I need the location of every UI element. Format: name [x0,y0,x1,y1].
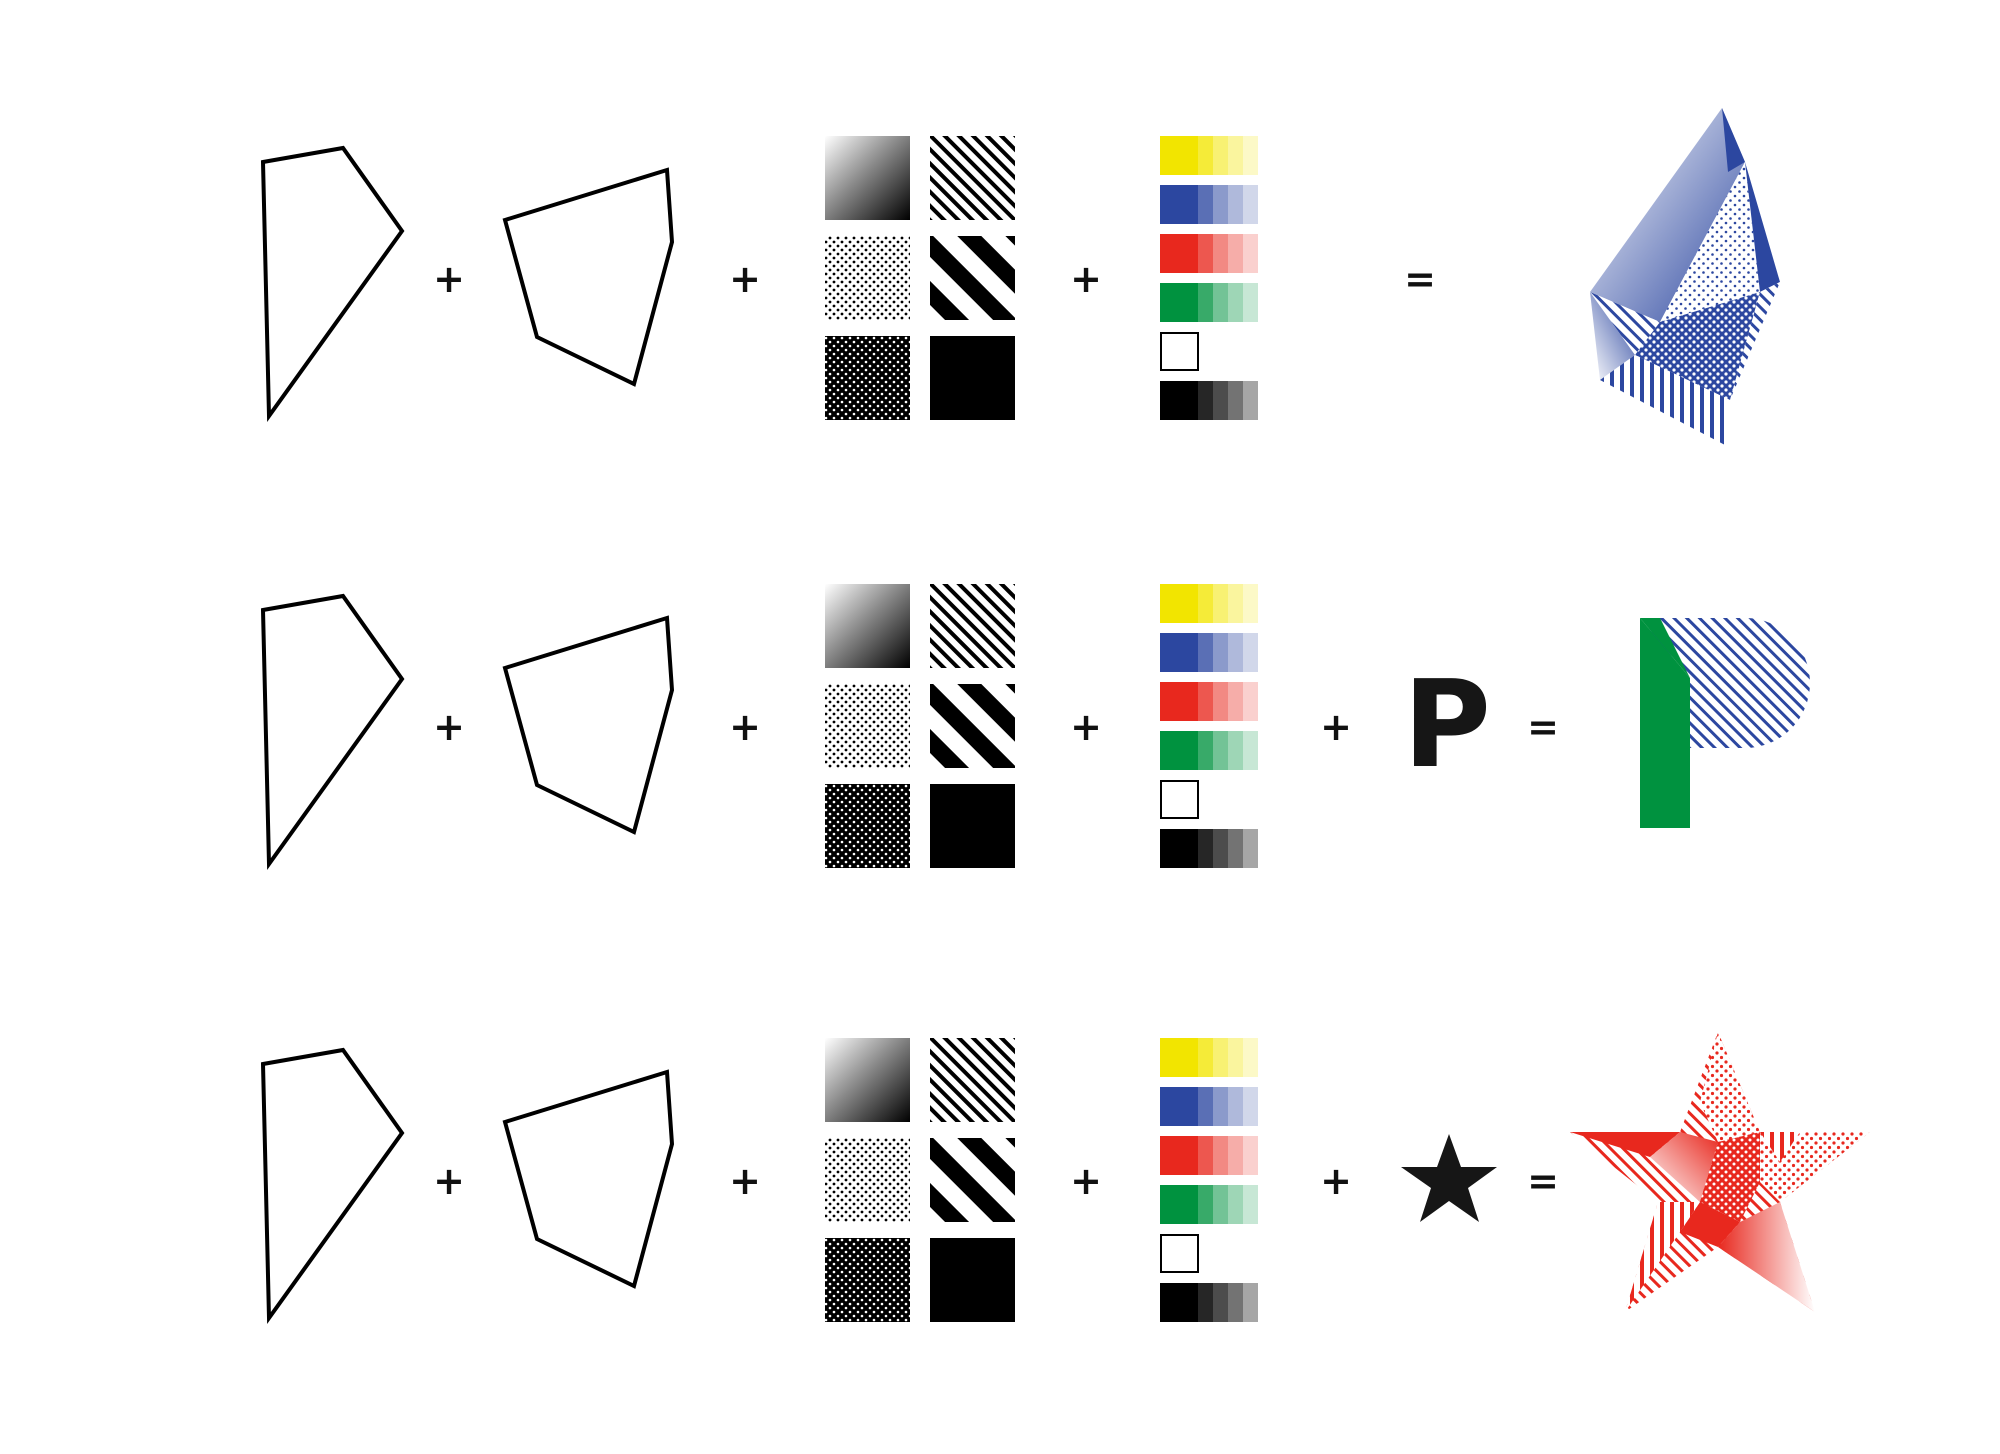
row-2: + + + + P = [261,583,1810,869]
polygon-shape-a-icon [261,146,404,418]
polygon-shape-a-icon [261,594,404,866]
plus-operator: + [1320,1159,1352,1203]
polygon-shape-a-icon [261,1048,404,1320]
plus-operator: + [1070,1159,1102,1203]
texture-grid [825,584,1015,868]
color-swatches [1159,135,1259,421]
equals-operator: = [1404,257,1436,301]
polygon-shape-b-icon [503,1070,674,1288]
result-star-shape [1570,1032,1870,1312]
result-crystal-shape [1590,108,1780,445]
equals-operator: = [1527,1159,1559,1203]
row-1: + + + = [261,108,1780,445]
color-swatches [1159,1037,1259,1323]
plus-operator: + [729,1159,761,1203]
plus-operator: + [1320,705,1352,749]
result-letter-p-shape [1640,618,1810,828]
star-icon [1401,1134,1497,1222]
texture-grid [825,136,1015,420]
equals-operator: = [1527,705,1559,749]
polygon-shape-b-icon [503,168,674,386]
plus-operator: + [1070,257,1102,301]
polygon-shape-b-icon [503,616,674,834]
letter-p-glyph: P [1403,656,1491,795]
plus-operator: + [433,1159,465,1203]
plus-operator: + [729,257,761,301]
color-swatches [1159,583,1259,869]
plus-operator: + [433,257,465,301]
texture-grid [825,1038,1015,1322]
plus-operator: + [729,705,761,749]
row-3: + + + + = [261,1032,1870,1323]
plus-operator: + [433,705,465,749]
plus-operator: + [1070,705,1102,749]
